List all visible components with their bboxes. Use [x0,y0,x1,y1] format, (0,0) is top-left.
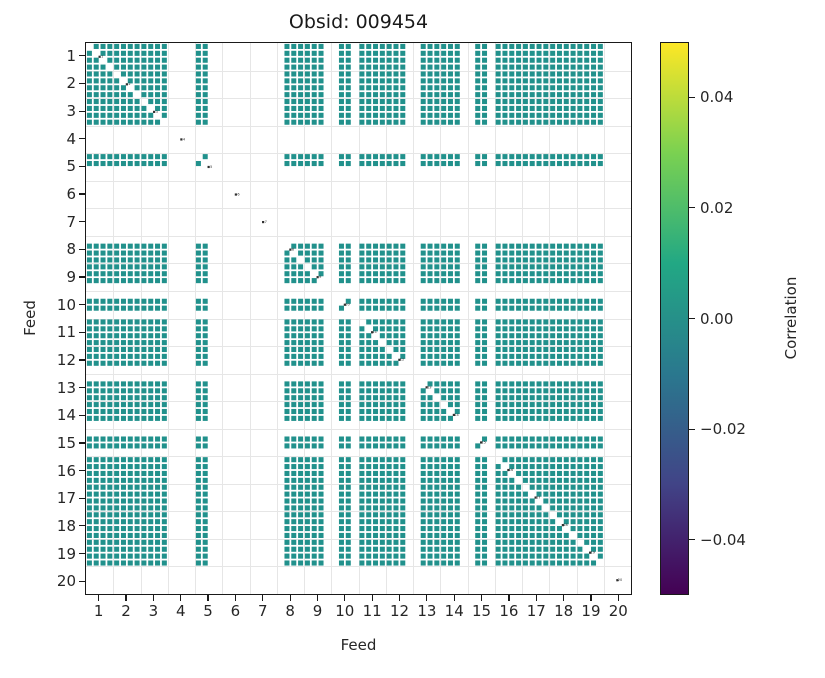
x-tick-mark [180,595,182,601]
y-tick-mark [79,248,85,250]
x-tick-label: 2 [121,602,131,620]
y-tick-mark [79,497,85,499]
x-tick-label: 11 [362,602,382,620]
y-tick-label: 15 [56,433,76,452]
x-tick-mark [344,595,346,601]
x-tick-label: 17 [526,602,546,620]
chart-title: Obsid: 009454 [288,11,429,33]
x-tick-label: 18 [554,602,574,620]
y-tick-mark [79,221,85,223]
x-tick-mark [152,595,154,601]
y-tick-label: 9 [66,268,76,287]
y-tick-label: 11 [56,323,76,342]
colorbar-tick-mark [689,539,695,541]
x-tick-mark [535,595,537,601]
x-tick-label: 5 [203,602,213,620]
x-tick-label: 12 [389,602,410,620]
heatmap-canvas [86,43,631,594]
colorbar-tick-mark [689,207,695,209]
y-tick-mark [79,55,85,57]
x-axis-label: Feed [340,636,377,654]
y-tick-mark [79,442,85,444]
y-tick-mark [79,110,85,112]
y-tick-mark [79,387,85,389]
x-tick-label: 19 [581,602,601,620]
x-tick-mark [590,595,592,601]
x-tick-mark [508,595,510,601]
y-tick-mark [79,82,85,85]
x-tick-label: 13 [417,602,437,620]
y-tick-label: 13 [56,378,76,397]
y-tick-label: 16 [56,461,76,480]
y-tick-label: 8 [66,240,76,259]
y-tick-mark [79,331,85,333]
colorbar-tick-label: −0.04 [700,530,746,549]
y-tick-mark [79,552,85,555]
x-tick-mark [234,595,236,601]
x-tick-mark [371,595,373,601]
x-tick-mark [563,595,565,601]
y-tick-mark [79,304,85,306]
x-tick-label: 15 [472,602,492,620]
y-tick-mark [79,414,85,416]
x-tick-label: 3 [148,602,159,620]
y-tick-mark [79,525,85,527]
x-tick-mark [453,595,455,601]
y-axis-label: Feed [21,300,39,336]
colorbar-tick-mark [689,96,695,98]
x-tick-mark [480,595,483,601]
x-tick-label: 8 [285,602,295,620]
x-tick-mark [262,595,264,601]
x-tick-label: 20 [608,602,628,620]
y-tick-label: 7 [66,212,76,231]
x-tick-label: 9 [312,602,323,620]
y-tick-mark [79,138,85,140]
x-tick-mark [398,595,401,601]
y-tick-label: 5 [66,157,76,176]
x-tick-mark [617,595,619,601]
colorbar-tick-label: −0.02 [700,420,746,439]
y-tick-label: 12 [56,350,76,369]
y-tick-label: 10 [56,295,76,314]
y-tick-label: 17 [56,489,76,508]
x-tick-label: 16 [499,602,519,620]
y-tick-mark [79,359,85,361]
x-tick-label: 6 [230,602,241,620]
y-tick-label: 2 [66,74,76,93]
x-tick-label: 14 [444,602,464,620]
colorbar-tick-label: 0.04 [700,88,734,107]
colorbar-tick-label: 0.02 [700,198,734,217]
y-tick-label: 18 [56,516,76,535]
x-tick-label: 1 [93,602,104,620]
colorbar-label: Correlation [782,276,800,360]
x-tick-mark [426,595,428,601]
x-tick-mark [316,595,319,601]
x-tick-mark [98,595,100,601]
colorbar-tick-mark [689,317,695,320]
x-tick-mark [289,595,291,601]
y-tick-label: 1 [66,46,76,65]
y-tick-label: 14 [56,406,76,425]
colorbar-tick-label: 0.00 [700,309,734,328]
y-tick-mark [79,193,85,195]
x-tick-mark [207,595,209,601]
y-tick-label: 19 [56,544,76,563]
y-tick-label: 20 [56,572,76,591]
y-tick-label: 6 [66,185,76,204]
plot-area [85,42,632,595]
colorbar-tick-mark [689,428,695,430]
x-tick-mark [125,595,127,601]
x-tick-label: 4 [175,602,186,620]
colorbar [660,42,689,595]
y-tick-mark [79,469,85,472]
x-tick-label: 10 [335,602,355,620]
y-tick-label: 4 [66,129,76,148]
y-tick-mark [79,165,85,167]
y-tick-mark [79,580,85,582]
y-tick-mark [79,276,85,278]
y-tick-label: 3 [66,102,76,121]
x-tick-label: 7 [257,602,268,620]
